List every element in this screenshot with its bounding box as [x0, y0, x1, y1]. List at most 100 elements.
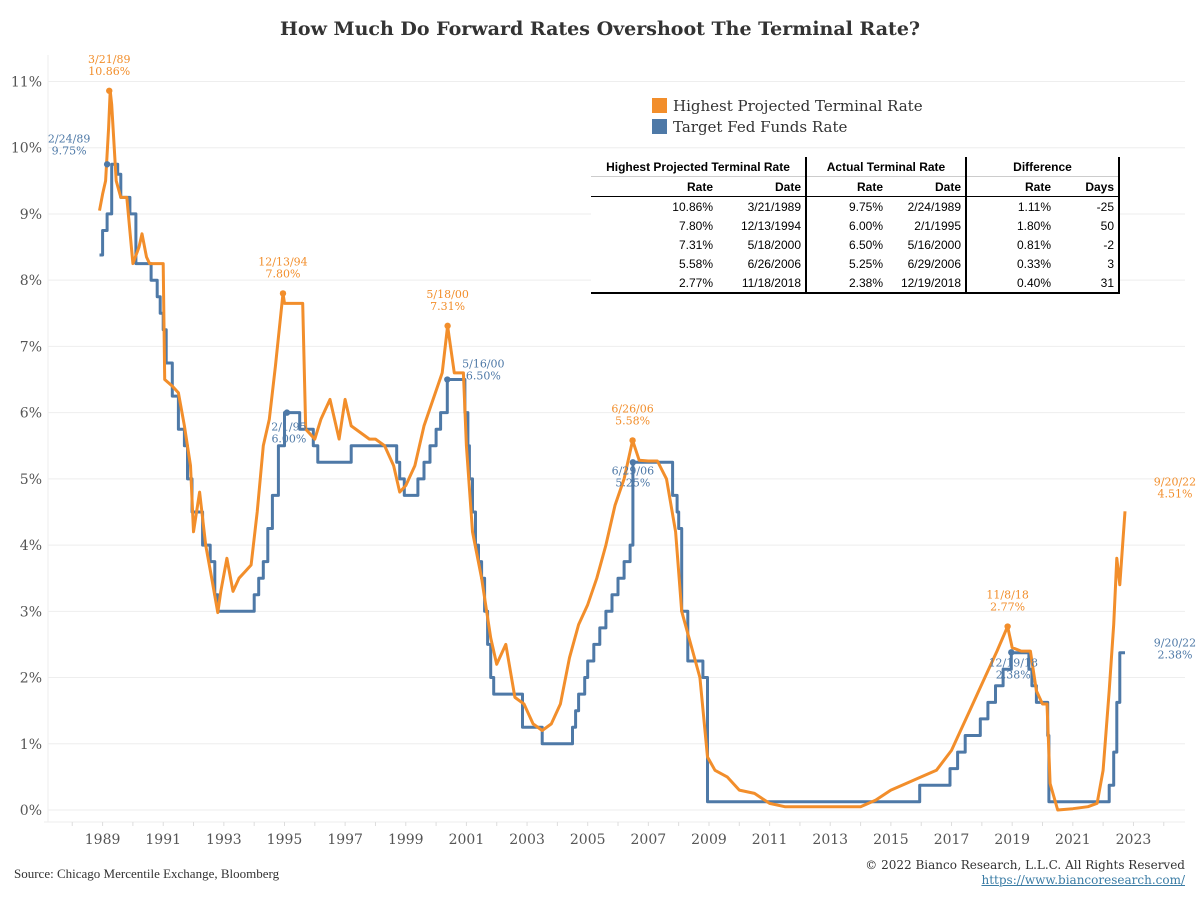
copyright-block: © 2022 Bianco Research, L.L.C. All Right…	[865, 858, 1185, 888]
table-cell: 0.40%	[965, 273, 1055, 293]
y-tick-label: 6%	[20, 406, 42, 422]
y-tick-label: 8%	[20, 273, 42, 289]
annotation-value: 2.38%	[1157, 648, 1192, 661]
table-row: 7.31% 5/18/2000 6.50% 5/16/2000 0.81% -2	[591, 235, 1119, 254]
series-lines	[98, 89, 1127, 812]
summary-table: Highest Projected Terminal Rate Actual T…	[591, 157, 1120, 294]
annotation-marker	[1008, 649, 1015, 656]
table-cell: 2/1/1995	[914, 218, 961, 233]
table-cell: 10.86%	[672, 199, 713, 214]
annotation-date: 6/29/06	[612, 464, 654, 477]
table-cell: 1.80%	[965, 216, 1055, 235]
annotation-marker	[106, 87, 113, 94]
y-tick-label: 2%	[20, 671, 42, 687]
table-cell: 31	[1100, 275, 1114, 290]
column-header: Date	[887, 176, 966, 197]
table-row: 5.58% 6/26/2006 5.25% 6/29/2006 0.33% 3	[591, 254, 1119, 273]
table-cell: 7.80%	[678, 218, 713, 233]
source-note: Source: Chicago Mercentile Exchange, Blo…	[14, 866, 280, 881]
table-cell: 12/19/2018	[900, 275, 961, 290]
x-tick-label: 2011	[752, 832, 788, 848]
table-cell: 2.38%	[805, 273, 887, 293]
x-tick-label: 2001	[449, 832, 485, 848]
table-cell: 12/13/1994	[740, 218, 801, 233]
column-header: Rate	[805, 176, 887, 197]
table-cell: 6.00%	[805, 216, 887, 235]
annotation-value: 10.86%	[88, 65, 130, 78]
y-tick-label: 10%	[11, 141, 42, 157]
x-tick-label: 2019	[994, 832, 1030, 848]
group-header: Highest Projected Terminal Rate	[591, 157, 806, 177]
table-cell: 3/21/1989	[747, 199, 801, 214]
table-group-header: Highest Projected Terminal Rate Actual T…	[591, 157, 1119, 177]
table-cell: 3	[1107, 256, 1114, 271]
annotation-date: 3/21/89	[88, 53, 130, 66]
legend: Highest Projected Terminal Rate Target F…	[652, 95, 923, 137]
x-tick-label: 1995	[267, 832, 303, 848]
annotation-value: 4.51%	[1157, 487, 1192, 500]
table-cell: 2/24/1989	[907, 199, 961, 214]
annotation-marker	[444, 376, 451, 383]
annotation-date: 5/16/00	[462, 358, 504, 371]
table-cell: 50	[1100, 218, 1114, 233]
y-tick-label: 0%	[20, 803, 42, 819]
annotation-marker	[629, 437, 636, 444]
y-tick-label: 11%	[11, 74, 42, 90]
table-cell: 7.31%	[678, 237, 713, 252]
table-column-header: Rate Date Rate Date Rate Days	[591, 176, 1119, 197]
annotation-value: 6.50%	[466, 370, 501, 383]
y-tick-label: 9%	[20, 207, 42, 223]
y-tick-label: 1%	[20, 737, 42, 753]
table-cell: 2.77%	[678, 275, 713, 290]
annotation-date: 2/24/89	[48, 132, 90, 145]
annotation-marker	[629, 459, 637, 466]
x-tick-label: 2013	[812, 832, 848, 848]
chart-title: How Much Do Forward Rates Overshoot The …	[279, 18, 921, 40]
y-tick-label: 7%	[20, 339, 42, 355]
table-cell: 0.33%	[965, 254, 1055, 273]
table-cell: 6.50%	[805, 235, 887, 254]
table-cell: 5.58%	[678, 256, 713, 271]
x-axis: 1989 1991 1993 1995 1997 1999 2001 2003 2005 2007…	[71, 822, 1165, 848]
annotation-value: 9.75%	[52, 144, 87, 157]
annotation-date: 5/18/00	[426, 288, 468, 301]
annotation-date: 6/26/06	[611, 402, 653, 415]
column-header: Days	[1055, 176, 1119, 197]
legend-item-projected: Highest Projected Terminal Rate	[652, 95, 923, 116]
annotation-date: 2/1/95	[271, 421, 306, 434]
x-tick-label: 1993	[206, 832, 242, 848]
annotation-value: 6.00%	[271, 433, 306, 446]
annotation-value: 2.38%	[996, 668, 1031, 681]
annotations: 3/21/8910.86%2/24/899.75%12/13/947.80%2/…	[48, 53, 1196, 682]
column-header: Rate	[965, 176, 1055, 197]
table-cell: 0.81%	[965, 235, 1055, 254]
website-link[interactable]: https://www.biancoresearch.com/	[981, 873, 1185, 887]
legend-swatch-fedfunds	[652, 119, 667, 134]
projected-terminal-rate-line	[98, 89, 1127, 812]
x-tick-label: 2021	[1055, 832, 1091, 848]
annotation-value: 2.77%	[990, 601, 1025, 614]
legend-swatch-projected	[652, 98, 667, 113]
x-tick-label: 1989	[85, 832, 121, 848]
x-tick-label: 2017	[934, 832, 970, 848]
table-row: 2.77% 11/18/2018 2.38% 12/19/2018 0.40% 31	[591, 273, 1119, 293]
x-tick-label: 1999	[388, 832, 424, 848]
y-axis: 0% 1% 2% 3% 4% 5% 6% 7% 8% 9% 10% 11%	[11, 74, 42, 819]
annotation-marker	[103, 161, 111, 168]
x-tick-label: 2015	[873, 832, 909, 848]
annotation-marker	[1004, 623, 1011, 630]
annotation-value: 5.58%	[615, 414, 650, 427]
table-cell: 5/16/2000	[907, 237, 961, 252]
table-cell: 1.11%	[965, 196, 1055, 216]
table-cell: 5/18/2000	[747, 237, 801, 252]
x-tick-label: 2003	[509, 832, 545, 848]
y-tick-label: 5%	[20, 472, 42, 488]
annotation-date: 12/19/18	[989, 656, 1038, 669]
annotation-date: 11/8/18	[986, 589, 1028, 602]
x-tick-label: 2009	[691, 832, 727, 848]
column-header: Rate	[591, 176, 717, 197]
annotation-marker	[444, 322, 451, 330]
table-cell: 9.75%	[805, 196, 887, 216]
table-cell: 5.25%	[805, 254, 887, 273]
